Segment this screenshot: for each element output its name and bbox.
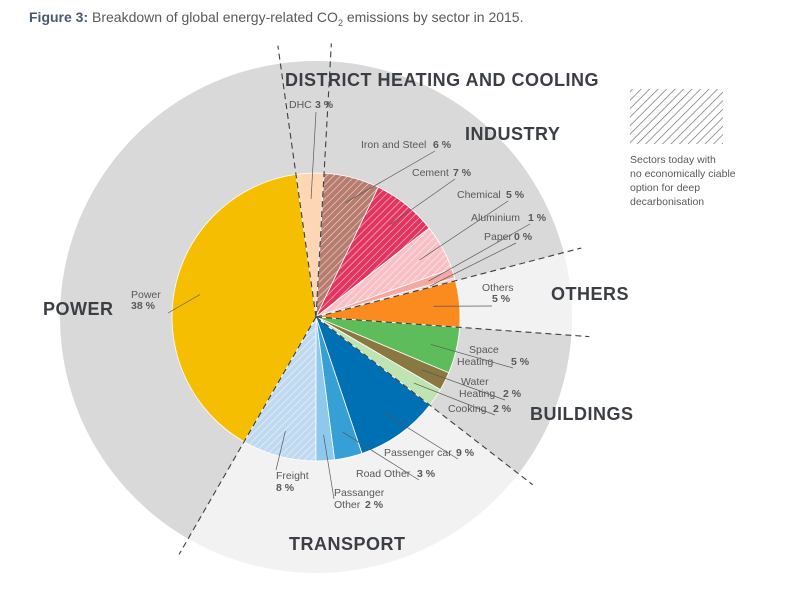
slice-label-iron-steel: Iron and Steel 6 %: [361, 139, 452, 151]
sector-divider: [315, 247, 582, 318]
legend-line-1: Sectors today with: [630, 154, 716, 166]
title-text: Breakdown of global energy-related CO: [92, 9, 338, 25]
svg-text:Heating: Heating: [457, 356, 493, 368]
legend-line-4: decarbonisation: [630, 196, 704, 208]
slice-label-cooking: Cooking 2 %: [448, 403, 512, 415]
slice-value: 2 %: [503, 388, 522, 400]
slice-value: 6 %: [433, 139, 452, 151]
leader-line: [428, 223, 531, 282]
leader-line: [384, 412, 459, 460]
slice-power: [171, 173, 317, 443]
slice-value: 3 %: [315, 99, 334, 111]
slice-value: 2 %: [365, 499, 384, 511]
slice-value: 7 %: [453, 167, 472, 179]
slice-value: 2 %: [493, 403, 512, 415]
leader-line: [167, 294, 201, 314]
legend-hatch-swatch: [630, 89, 723, 144]
svg-text:Passanger: Passanger: [334, 487, 385, 499]
svg-text:Water: Water: [461, 376, 489, 388]
slice-name: DHC: [289, 99, 312, 111]
slice-name: Aluminium: [471, 212, 520, 224]
chart-title: Figure 3: Breakdown of global energy-rel…: [29, 9, 523, 28]
slice-value: 5 %: [506, 189, 525, 201]
leader-line: [310, 111, 317, 200]
slice-name: Others: [482, 282, 514, 294]
slice-value: 1 %: [528, 212, 547, 224]
sector-label-power: POWER: [43, 299, 114, 319]
pie-slices: [171, 172, 461, 462]
leader-line: [419, 200, 509, 261]
sector-divider: [315, 316, 533, 486]
slice-value: 38 %: [131, 300, 156, 312]
slice-label-passanger-other: Passanger Other 2 %: [334, 487, 385, 511]
slice-value: 8 %: [276, 482, 295, 494]
leader-line: [342, 431, 420, 481]
leader-line: [323, 434, 335, 500]
slice-passenger-car: [315, 315, 431, 454]
slice-name: Power: [131, 289, 161, 301]
slice-label-power: Power 38 %: [131, 289, 161, 312]
slice-name: Road Other: [356, 468, 411, 480]
sector-divider: [315, 43, 332, 318]
slice-name: Cooking: [448, 403, 487, 415]
slice-name: Paper: [484, 231, 513, 243]
legend-line-3: option for deep: [630, 182, 700, 194]
slice-label-road-other: Road Other 3 %: [356, 468, 436, 480]
sector-divider: [277, 45, 317, 318]
svg-text:Other: Other: [334, 499, 361, 511]
slice-name: Iron and Steel: [361, 139, 426, 151]
leader-line: [430, 344, 514, 369]
slice-value: 5 %: [511, 356, 530, 368]
sector-label-dhc: DISTRICT HEATING AND COOLING: [285, 70, 599, 90]
slice-label-chemical: Chemical 5 %: [457, 189, 525, 201]
leader-lines: [167, 111, 531, 500]
leader-line: [389, 178, 456, 226]
slice-label-aluminium: Aluminium 1 %: [471, 212, 547, 224]
title-text-tail: emissions by sector in 2015.: [342, 9, 524, 25]
sector-divider: [178, 316, 317, 555]
sector-label-others: OTHERS: [551, 284, 629, 304]
slice-label-others: Others 5 %: [482, 282, 514, 305]
slice-value: 9 %: [456, 447, 475, 459]
leader-line: [429, 242, 517, 287]
slice-label-passenger-car: Passenger car 9 %: [384, 447, 475, 459]
slice-name: Passenger car: [384, 447, 452, 459]
slice-value: 3 %: [417, 468, 436, 480]
sector-label-transport: TRANSPORT: [289, 534, 406, 554]
sector-divider: [315, 316, 590, 338]
title-subscript: 2: [337, 17, 343, 28]
sector-dividers: [178, 43, 590, 555]
sector-label-industry: INDUSTRY: [465, 124, 560, 144]
slice-label-water-heating: Water Heating 2 %: [459, 376, 522, 400]
svg-text:Heating: Heating: [459, 388, 495, 400]
slice-name: Chemical: [457, 189, 501, 201]
legend-line-2: no economically ciable: [630, 168, 736, 180]
sector-label-buildings: BUILDINGS: [530, 404, 634, 424]
leader-line: [413, 382, 496, 416]
slice-label-space-heating: Space Heating 5 %: [457, 344, 530, 368]
slice-label-cement: Cement 7 %: [412, 167, 472, 179]
svg-text:Space: Space: [469, 344, 499, 356]
legend: Sectors today with no economically ciabl…: [630, 89, 736, 208]
slice-label-paper: Paper 0 %: [484, 231, 533, 243]
leader-line: [275, 430, 286, 471]
slice-iron-and-steel: [315, 172, 379, 318]
slice-name: Freight: [276, 470, 309, 482]
figure-label: Figure 3:: [29, 9, 89, 25]
slice-value: 0 %: [514, 231, 533, 243]
slice-label-freight: Freight 8 %: [276, 470, 309, 494]
leader-line: [421, 369, 506, 401]
slice-freight: [243, 315, 317, 462]
leader-line: [345, 150, 436, 203]
slice-label-dhc: DHC 3 %: [289, 99, 334, 111]
slice-value: 5 %: [492, 293, 511, 305]
slice-name: Cement: [412, 167, 449, 179]
